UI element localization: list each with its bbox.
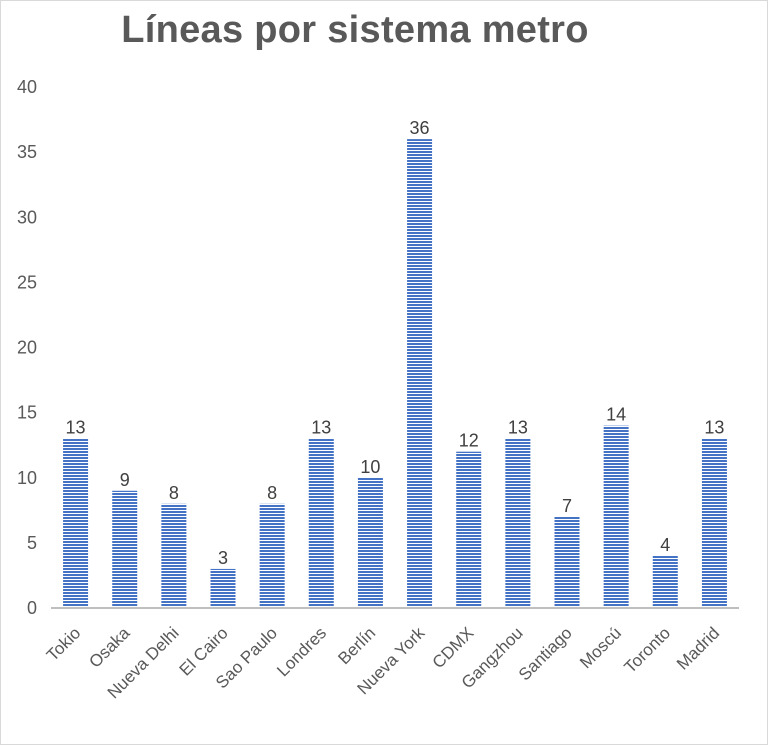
bar — [63, 438, 89, 608]
bar — [701, 438, 727, 608]
bar — [308, 438, 334, 608]
bar — [554, 516, 580, 608]
data-label: 12 — [459, 431, 479, 451]
data-label: 7 — [562, 496, 572, 516]
data-label: 14 — [606, 405, 626, 425]
x-tick-label: Tokio — [43, 623, 84, 664]
data-label: 8 — [169, 483, 179, 503]
data-label: 36 — [410, 118, 430, 138]
bar — [357, 477, 383, 608]
bar — [210, 568, 236, 608]
x-tick-label: Osaka — [85, 623, 134, 672]
bar — [603, 425, 629, 608]
bar — [456, 451, 482, 608]
x-tick-label: Berlín — [334, 623, 379, 668]
bars — [63, 139, 727, 608]
y-tick-label: 20 — [17, 338, 37, 358]
bar — [505, 438, 531, 608]
data-label: 4 — [660, 535, 670, 555]
data-label: 8 — [267, 483, 277, 503]
data-label: 13 — [66, 418, 86, 438]
data-label: 13 — [704, 418, 724, 438]
x-tick-label: Moscú — [576, 623, 625, 672]
y-tick-label: 35 — [17, 142, 37, 162]
data-label: 10 — [360, 457, 380, 477]
data-labels: 13 9 8 3 8 13 10 36 12 13 7 14 4 13 — [66, 118, 725, 568]
data-label: 3 — [218, 548, 228, 568]
x-tick-label: Santiago — [515, 623, 576, 684]
y-tick-label: 30 — [17, 207, 37, 227]
y-tick-label: 5 — [27, 533, 37, 553]
x-tick-label: CDMX — [429, 623, 478, 672]
y-tick-label: 40 — [17, 77, 37, 97]
y-tick-label: 10 — [17, 468, 37, 488]
x-tick-label: Toronto — [621, 623, 675, 677]
y-axis-ticks: 0 5 10 15 20 25 30 35 40 — [17, 77, 37, 618]
chart-title: Líneas por sistema metro — [121, 9, 589, 51]
x-tick-label: Madrid — [673, 623, 723, 673]
bar — [652, 555, 678, 608]
data-label: 13 — [311, 418, 331, 438]
data-label: 13 — [508, 418, 528, 438]
x-tick-label: Londres — [273, 623, 330, 680]
bar — [259, 503, 285, 608]
y-tick-label: 25 — [17, 272, 37, 292]
y-tick-label: 0 — [27, 598, 37, 618]
y-tick-label: 15 — [17, 403, 37, 423]
bar — [112, 490, 138, 608]
bar — [161, 503, 187, 608]
data-label: 9 — [120, 470, 130, 490]
bar — [407, 139, 433, 608]
